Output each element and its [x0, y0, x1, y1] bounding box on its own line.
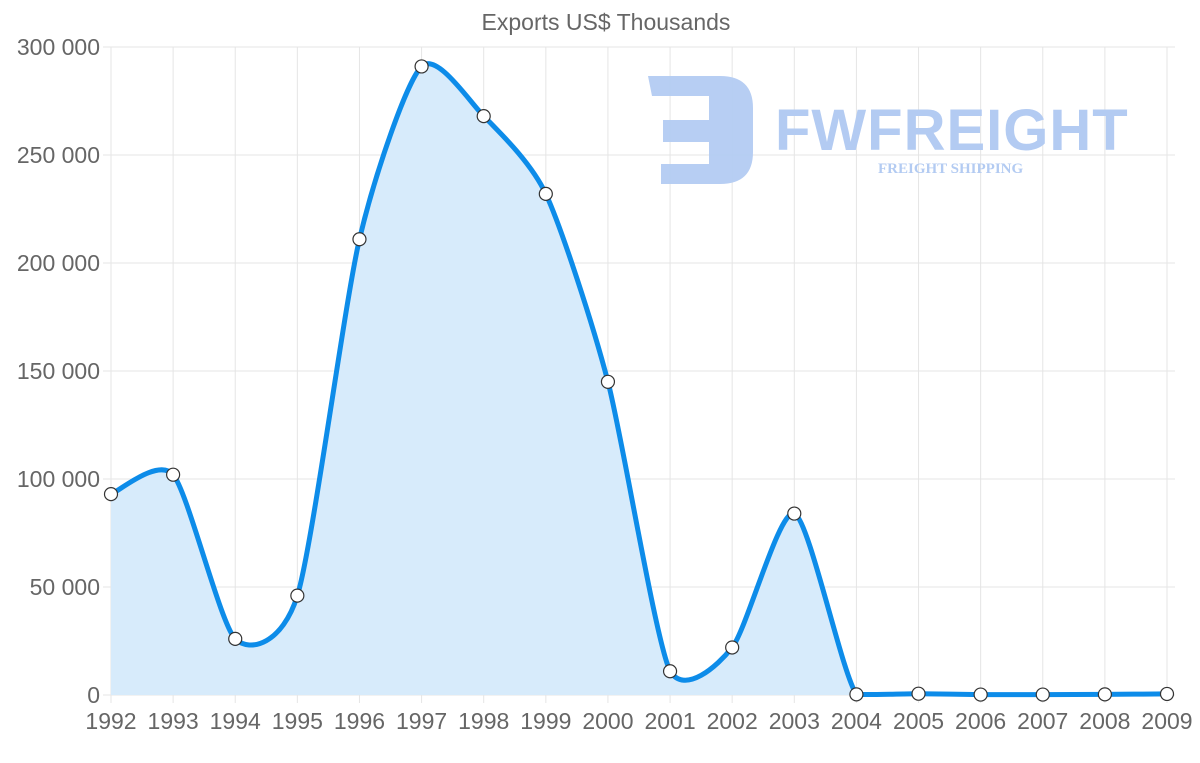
logo-mark-icon — [648, 76, 753, 184]
series-exports — [103, 59, 1175, 702]
data-point[interactable] — [1159, 686, 1175, 702]
x-tick-label: 1999 — [520, 708, 571, 734]
x-tick-label: 2009 — [1141, 708, 1192, 734]
data-point[interactable] — [1035, 687, 1050, 702]
y-tick-label: 200 000 — [17, 250, 100, 276]
y-tick-label: 250 000 — [17, 142, 100, 168]
x-tick-label: 2000 — [582, 708, 633, 734]
x-axis: 1992 1993 1994 1995 1996 1997 1998 1999 2000 2001… — [85, 708, 1192, 734]
area-fill — [111, 63, 1167, 695]
data-point[interactable] — [849, 687, 864, 702]
y-tick-label: 100 000 — [17, 466, 100, 492]
data-point[interactable] — [725, 640, 740, 655]
data-point[interactable] — [414, 59, 429, 74]
y-tick-label: 150 000 — [17, 358, 100, 384]
x-tick-label: 1996 — [334, 708, 385, 734]
x-tick-label: 1993 — [148, 708, 199, 734]
y-tick-label: 0 — [87, 682, 100, 708]
data-point[interactable] — [1097, 687, 1112, 702]
data-point[interactable] — [662, 664, 678, 679]
data-point[interactable] — [352, 232, 367, 247]
x-tick-label: 2001 — [644, 708, 695, 734]
x-tick-label: 2006 — [955, 708, 1006, 734]
x-tick-label: 2002 — [707, 708, 758, 734]
data-point[interactable] — [103, 487, 119, 502]
x-tick-label: 1994 — [210, 708, 261, 734]
x-tick-label: 1992 — [85, 708, 136, 734]
x-tick-label: 2008 — [1079, 708, 1130, 734]
y-axis: 0 50 000 100 000 150 000 200 000 250 000 300 0… — [17, 34, 100, 708]
y-tick-label: 300 000 — [17, 34, 100, 60]
data-point[interactable] — [290, 588, 305, 603]
watermark-brand: FWFREIGHT — [775, 98, 1129, 163]
x-tick-label: 1997 — [396, 708, 447, 734]
chart-title: Exports US$ Thousands — [482, 9, 731, 35]
x-tick-label: 2003 — [769, 708, 820, 734]
data-point[interactable] — [973, 687, 988, 702]
data-point[interactable] — [600, 374, 616, 389]
data-point[interactable] — [228, 631, 243, 646]
data-point[interactable] — [166, 467, 181, 482]
watermark-tagline: FREIGHT SHIPPING — [878, 161, 1023, 177]
x-tick-label: 1995 — [272, 708, 323, 734]
x-tick-label: 1998 — [458, 708, 509, 734]
x-tick-label: 2007 — [1017, 708, 1068, 734]
x-tick-label: 2005 — [893, 708, 944, 734]
data-point[interactable] — [538, 186, 553, 201]
watermark-logo: FWFREIGHT FREIGHT SHIPPING — [648, 76, 1129, 184]
y-tick-label: 50 000 — [30, 574, 100, 600]
x-tick-label: 2004 — [831, 708, 882, 734]
data-point[interactable] — [476, 109, 491, 124]
data-point[interactable] — [787, 506, 802, 521]
data-point[interactable] — [911, 686, 926, 701]
